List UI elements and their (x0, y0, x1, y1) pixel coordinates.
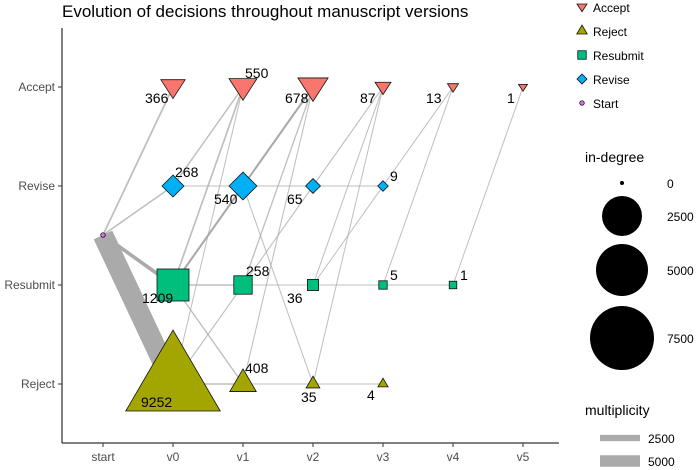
edge-layer (93, 86, 524, 389)
edge-v0-reject-to-v1-accept (172, 86, 244, 385)
edge-v1-reject-to-v2-accept (242, 86, 314, 385)
legend-in-degree-label-0: 0 (667, 177, 674, 191)
node-label-v1-revise: 540 (214, 191, 238, 207)
legend-in-degree-label-7500: 7500 (667, 332, 694, 346)
x-tick-label-v0: v0 (167, 450, 180, 464)
legend-key-start (579, 100, 585, 106)
legend-label-accept: Accept (593, 1, 630, 15)
legend-in-degree-key-7500 (590, 306, 654, 370)
node-v3-revise (377, 180, 389, 192)
node-v3-accept (374, 81, 392, 96)
node-v1-accept (228, 78, 258, 102)
legend-multiplicity-label-2500: 2500 (648, 432, 675, 446)
node-label-v1-reject: 408 (245, 360, 269, 376)
legend: Accept Reject Resubmit Revise Start in-degree… (576, 1, 694, 469)
y-tick-label-resubmit: Resubmit (4, 278, 55, 292)
legend-label-resubmit: Resubmit (593, 49, 644, 63)
x-tick-label-v2: v2 (307, 450, 320, 464)
x-tick-label-v5: v5 (517, 450, 530, 464)
y-tick-label-revise: Revise (18, 179, 55, 193)
node-v1-reject (229, 368, 257, 392)
y-tick-label-reject: Reject (21, 377, 56, 391)
node-v2-accept (297, 77, 329, 103)
node-label-v4-accept: 13 (426, 90, 442, 106)
node-v0-revise (161, 174, 185, 198)
node-label-v0-resubmit: 1209 (142, 290, 173, 306)
y-tick-label-accept: Accept (18, 80, 55, 94)
legend-multiplicity-label-5000: 5000 (648, 455, 675, 469)
node-layer (100, 77, 529, 412)
chart-title: Evolution of decisions throughout manusc… (62, 2, 468, 21)
node-label-v3-reject: 4 (367, 387, 375, 403)
legend-key-accept (576, 3, 588, 13)
legend-in-degree-key-5000 (596, 244, 648, 296)
node-v1-resubmit (233, 275, 253, 295)
edge-start-to-v0-revise (102, 185, 174, 236)
node-v2-reject (305, 375, 321, 389)
node-v0-accept (160, 79, 186, 100)
edge-v2-resubmit-to-v3-accept (312, 86, 384, 286)
node-label-v0-reject: 9252 (141, 394, 172, 410)
edge-v2-reject-to-v3-accept (312, 86, 384, 385)
edge-v3-revise-to-v4-accept (382, 86, 454, 187)
x-tick-label-v1: v1 (237, 450, 250, 464)
edge-v0-revise-to-v1-accept (172, 86, 244, 187)
edge-v1-revise-to-v2-accept (242, 86, 314, 187)
legend-in-degree-label-2500: 2500 (667, 210, 694, 224)
node-v4-resubmit (448, 280, 458, 290)
node-label-v2-resubmit: 36 (287, 290, 303, 306)
legend-in-degree-label-5000: 5000 (667, 264, 694, 278)
node-label-v1-resubmit: 258 (246, 263, 270, 279)
node-v1-revise (228, 171, 258, 201)
node-label-v1-accept: 550 (245, 65, 269, 81)
legend-label-reject: Reject (593, 25, 628, 39)
node-label-v5-accept: 1 (507, 90, 515, 106)
legend-in-degree-title: in-degree (585, 149, 644, 165)
node-label-v2-revise: 65 (287, 191, 303, 207)
node-label-layer: 366 268 1209 9252 550 540 258 408 678 65 36 35 87 9 5 4… (141, 65, 515, 410)
node-label-v3-revise: 9 (390, 168, 398, 184)
edge-v0-resubmit-to-v1-accept (172, 86, 244, 286)
legend-multiplicity-title: multiplicity (585, 402, 650, 418)
legend-key-revise (576, 73, 588, 85)
legend-key-reject (576, 24, 588, 35)
node-v0-reject (125, 329, 221, 412)
legend-label-start: Start (593, 97, 619, 111)
node-v0-resubmit (156, 268, 190, 302)
x-tick-label-v3: v3 (377, 450, 390, 464)
node-v3-reject (377, 377, 389, 388)
plot-axes: Reject Resubmit Revise Accept start v0 v1 v2 v3 v… (4, 28, 559, 464)
edge-v2-revise-to-v3-accept (312, 86, 384, 187)
node-label-v0-accept: 366 (145, 90, 169, 106)
legend-key-resubmit (577, 50, 587, 60)
edge-v4-resubmit-to-v5-accept (452, 86, 524, 286)
node-label-v0-revise: 268 (175, 164, 199, 180)
edge-v1-resubmit-to-v2-accept (242, 86, 314, 286)
node-v5-accept (517, 83, 529, 92)
node-label-v4-resubmit: 1 (460, 267, 468, 283)
node-start (100, 232, 106, 238)
node-v2-revise (304, 177, 322, 195)
node-v2-resubmit (307, 279, 319, 291)
node-label-v2-accept: 678 (285, 90, 309, 106)
legend-in-degree-key-0 (620, 181, 624, 185)
legend-label-revise: Revise (593, 73, 630, 87)
node-label-v2-reject: 35 (301, 389, 317, 405)
node-v4-accept (446, 83, 460, 93)
edge-v3-resubmit-to-v4-accept (382, 86, 454, 286)
node-label-v3-accept: 87 (360, 90, 376, 106)
legend-in-degree-key-2500 (602, 196, 642, 236)
x-tick-label-v4: v4 (447, 450, 460, 464)
node-label-v3-resubmit: 5 (390, 267, 398, 283)
edge-start-to-v0-accept (102, 86, 174, 236)
x-tick-label-start: start (91, 450, 115, 464)
node-v3-resubmit (378, 280, 388, 290)
